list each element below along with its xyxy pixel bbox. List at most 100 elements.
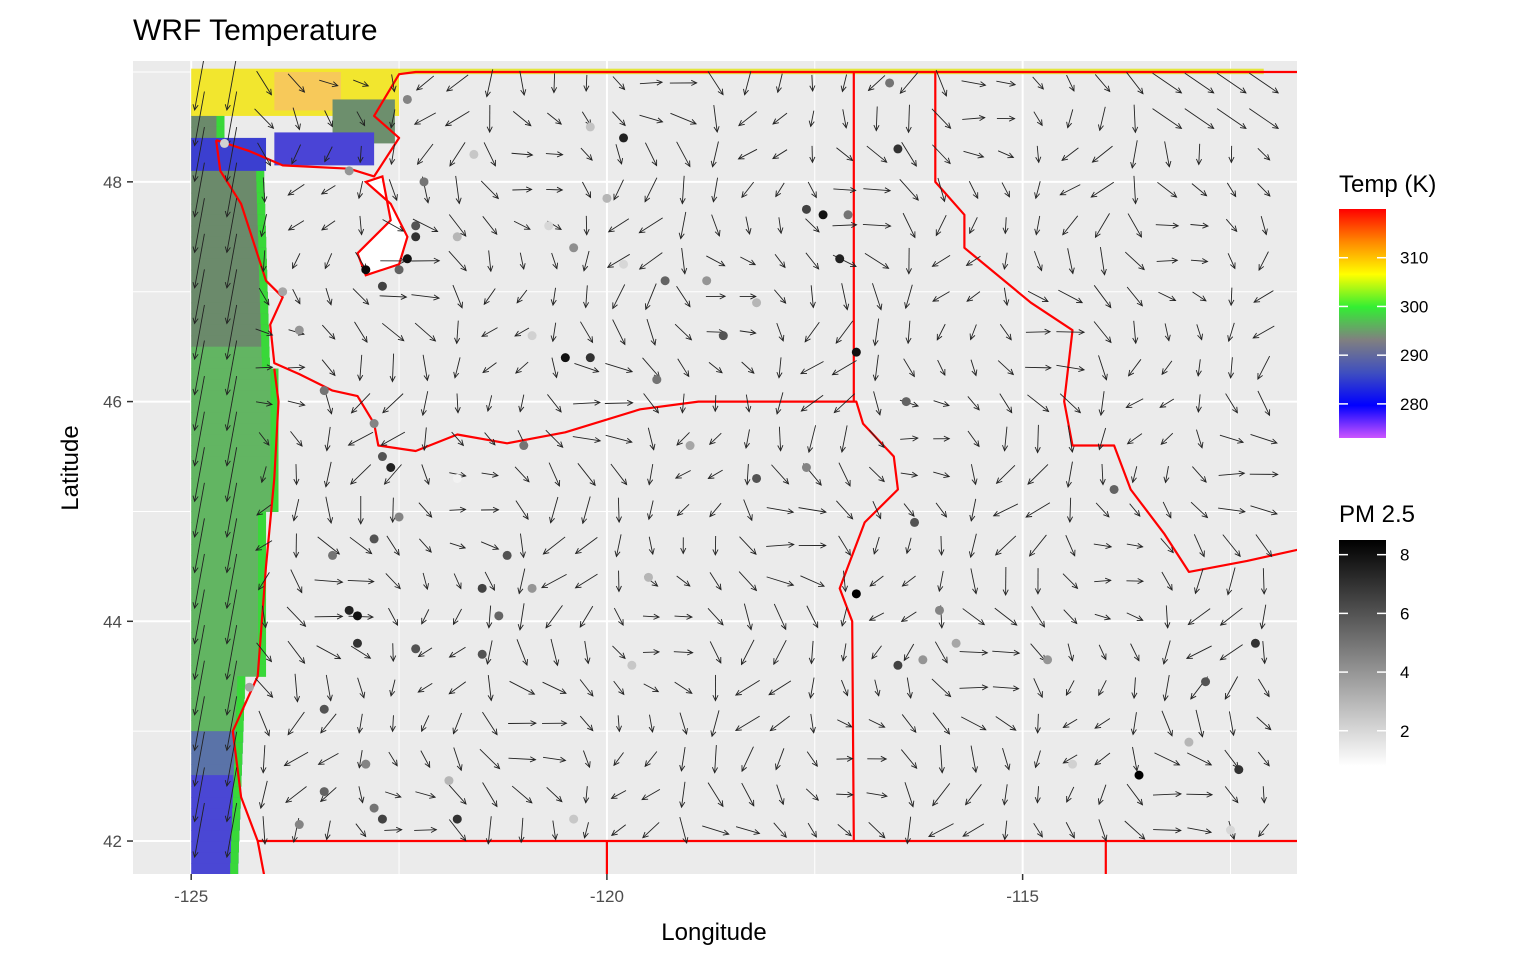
wind-vector: [1035, 215, 1041, 235]
wind-vector-head: [326, 298, 333, 306]
wind-vector: [573, 401, 600, 405]
wind-vector: [932, 712, 950, 735]
wind-vector-head: [710, 160, 717, 168]
wind-vector-head: [1039, 620, 1046, 628]
wind-vector: [255, 328, 273, 336]
wind-vector-head: [1068, 654, 1075, 662]
wind-vector-head: [485, 658, 492, 665]
wind-vector-head: [932, 799, 939, 807]
wind-vector-head: [679, 801, 686, 809]
wind-vector: [906, 816, 912, 844]
wind-vector: [838, 535, 851, 556]
wind-vector-head: [642, 831, 649, 839]
wind-vector: [326, 426, 331, 451]
wind-vector-head: [364, 652, 372, 659]
wind-vector-head: [421, 725, 427, 733]
wind-vector: [226, 482, 238, 538]
temperature-cell: [191, 643, 267, 655]
wind-vector: [617, 497, 620, 523]
wind-vector: [776, 784, 784, 805]
wind-vector: [841, 283, 848, 310]
legend-tick-label: 8: [1400, 546, 1409, 565]
wind-vector: [482, 711, 498, 735]
wind-vector: [1197, 359, 1201, 376]
wind-vector: [448, 214, 467, 237]
wind-vector: [226, 269, 238, 324]
wind-vector: [646, 318, 656, 346]
wind-vector: [676, 432, 690, 446]
wind-vector: [676, 141, 691, 167]
wind-vector-head: [224, 602, 231, 610]
wind-vector: [643, 393, 659, 414]
wind-vector-head: [1069, 84, 1075, 92]
wind-vector-head: [878, 441, 885, 449]
wind-vector-head: [459, 471, 467, 478]
wind-vector: [411, 294, 440, 299]
wind-vector: [453, 712, 462, 734]
wind-vector-head: [1102, 373, 1108, 381]
wind-vector: [1190, 259, 1208, 262]
pm25-point: [851, 347, 861, 357]
wind-vector: [934, 641, 948, 663]
wind-vector-head: [324, 155, 330, 163]
wind-vector: [287, 400, 305, 406]
wind-vector-head: [769, 725, 777, 732]
y-tick-label: 44: [103, 612, 122, 631]
wind-vector: [1132, 746, 1138, 771]
wind-vector-head: [1258, 264, 1265, 272]
wind-vector-head: [846, 513, 854, 520]
wind-vector-head: [818, 581, 826, 587]
wind-vector-head: [676, 439, 683, 446]
wind-vector-head: [776, 371, 783, 379]
wind-vector-head: [265, 159, 271, 167]
temperature-cell: [191, 126, 225, 139]
wind-vector-head: [192, 104, 199, 112]
wind-vector: [968, 180, 979, 199]
wind-vector: [579, 605, 594, 628]
temperature-cell: [260, 313, 269, 326]
wind-vector: [970, 745, 977, 773]
wind-vector: [810, 713, 815, 733]
wind-vector: [741, 181, 754, 198]
wind-vector: [260, 780, 268, 809]
wind-vector-head: [1219, 619, 1227, 626]
wind-vector-head: [882, 263, 890, 269]
wind-vector: [674, 615, 693, 618]
wind-vector-head: [224, 851, 231, 859]
pm25-point: [369, 803, 379, 813]
wind-vector-head: [716, 367, 723, 374]
wind-vector-head: [1207, 123, 1215, 130]
wind-vector: [746, 464, 749, 485]
wind-vector-head: [382, 406, 389, 414]
wind-vector: [612, 111, 626, 126]
wind-vector: [418, 502, 432, 518]
wind-vector-head: [644, 760, 651, 768]
wind-vector-head: [294, 297, 301, 305]
wind-vector: [800, 575, 825, 587]
wind-vector: [776, 392, 784, 415]
wind-vector-head: [722, 829, 730, 836]
wind-vector-head: [903, 654, 910, 662]
wind-vector: [959, 651, 988, 654]
wind-vector-head: [1260, 588, 1268, 595]
wind-vector-head: [712, 405, 719, 413]
wind-vector: [194, 767, 205, 822]
wind-vector-head: [1252, 332, 1260, 339]
wind-vector: [226, 411, 238, 466]
wind-vector: [962, 117, 985, 120]
wind-vector: [1065, 534, 1076, 556]
wind-vector-head: [1164, 622, 1171, 629]
wind-vector-head: [928, 831, 935, 837]
wind-vector: [553, 73, 556, 93]
pm25-point: [544, 221, 554, 231]
wind-vector: [1032, 76, 1044, 90]
pm25-point: [569, 243, 579, 253]
wind-vector-head: [298, 86, 306, 93]
wind-vector-head: [518, 836, 525, 844]
wind-vector: [738, 571, 757, 591]
wind-vector-head: [1104, 577, 1112, 584]
wind-vector: [613, 752, 624, 766]
temperature-cell: [274, 132, 375, 166]
wind-vector-head: [1100, 653, 1107, 661]
wind-vector: [778, 426, 782, 451]
